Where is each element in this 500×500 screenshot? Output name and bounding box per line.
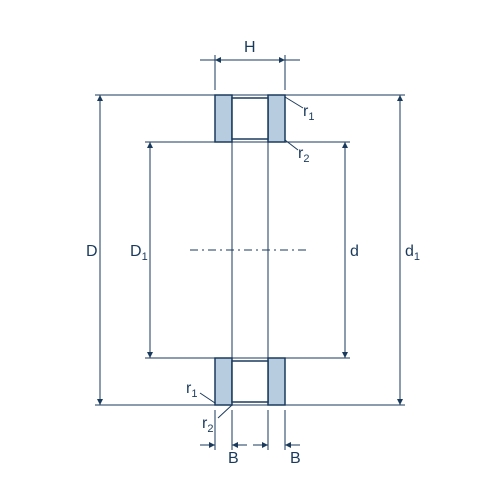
label-d: d [350,243,359,260]
top-right-ring [268,95,285,142]
label-r1-top: r1 [303,103,314,123]
label-r2-top: r2 [298,145,309,165]
bottom-roller [232,361,268,402]
bearing-cross-section-diagram: D D1 d d1 H r1 r2 r1 r2 B B [0,0,500,500]
label-r1-bot: r1 [186,380,197,400]
label-B-right: B [290,450,301,467]
label-r2-bot: r2 [202,415,213,435]
label-D: D [86,243,98,260]
label-H: H [244,39,256,56]
top-roller [232,98,268,139]
bottom-right-ring [268,358,285,405]
label-D1: D1 [130,243,148,263]
bottom-left-ring [215,358,232,405]
label-B-left: B [228,450,239,467]
top-left-ring [215,95,232,142]
label-d1: d1 [405,243,420,263]
